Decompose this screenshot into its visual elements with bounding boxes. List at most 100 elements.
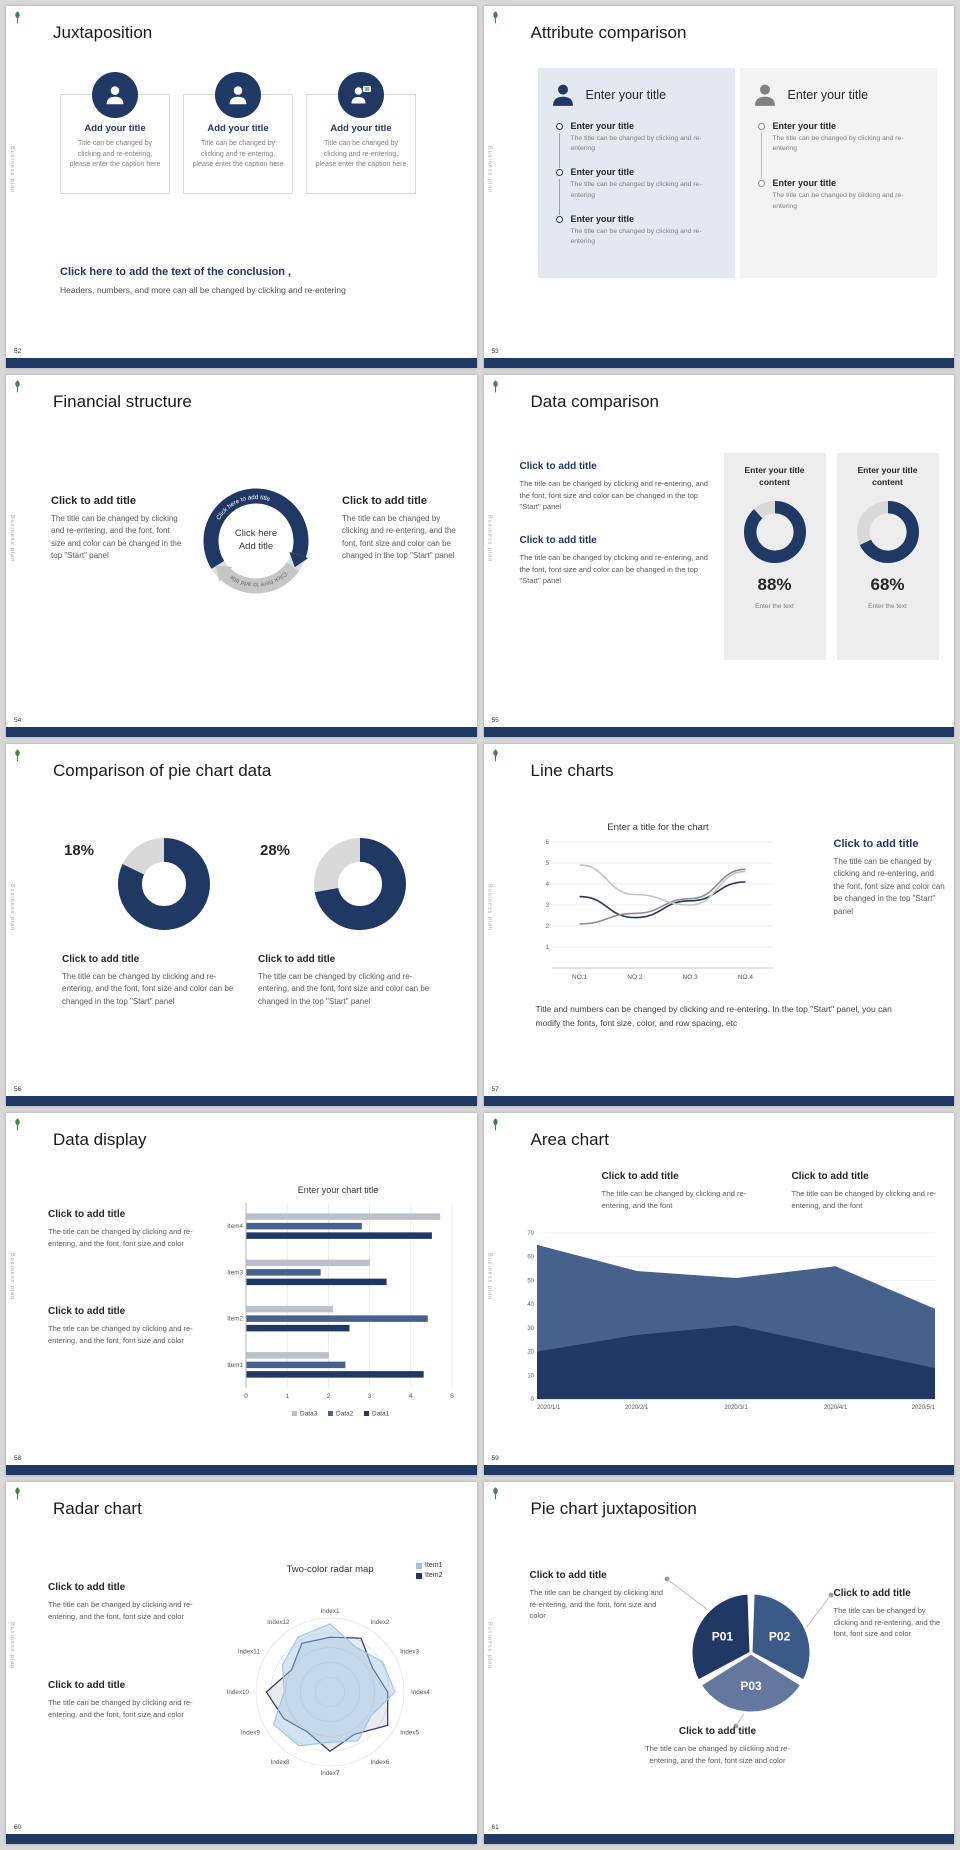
timeline-item-body: The title can be changed by clicking and… (570, 135, 702, 153)
svg-text:3: 3 (368, 1393, 372, 1400)
svg-text:Index7: Index7 (321, 1770, 340, 1777)
bottom-bar (483, 1465, 954, 1475)
donut-chart-88 (743, 500, 806, 563)
timeline-item: Enter your title The title can be change… (555, 167, 723, 216)
svg-text:P03: P03 (740, 1679, 762, 1693)
svg-text:60: 60 (527, 1255, 534, 1261)
svg-text:2020/1/1: 2020/1/1 (537, 1405, 561, 1411)
page-number: 53 (491, 348, 499, 355)
slide-title: Juxtaposition (53, 23, 153, 42)
block-body: The title can be changed by clicking and… (342, 514, 456, 561)
sidebar-vertical-text: Business plan (486, 884, 493, 932)
slide-59[interactable]: Business plan Area chart Click to add ti… (483, 1113, 954, 1475)
text-block: Click to add title The title can be chan… (520, 461, 712, 513)
slide-55[interactable]: Business plan Data comparison Click to a… (483, 375, 954, 737)
svg-text:Data2: Data2 (336, 1411, 354, 1418)
chart-title: Two-color radar map (286, 1564, 374, 1575)
slide-60[interactable]: Business plan Radar chart Click to add t… (6, 1482, 477, 1844)
svg-text:Index10: Index10 (227, 1689, 250, 1696)
page-number: 58 (14, 1455, 22, 1462)
slide-58[interactable]: Business plan Data display Click to add … (6, 1113, 477, 1475)
info-card[interactable]: Add your title Title can be changed by c… (306, 72, 416, 194)
donut-chart-18 (118, 838, 210, 930)
brand-logo-icon (491, 1487, 500, 1500)
slide-title: Financial structure (53, 392, 192, 411)
timeline-item: Enter your title The title can be change… (555, 213, 723, 260)
percent-value: 18% (64, 842, 95, 859)
text-block: Click to add title The title can be chan… (48, 1680, 206, 1720)
svg-text:0: 0 (244, 1393, 248, 1400)
panel-header: Enter your title (550, 82, 723, 108)
svg-text:NO.3: NO.3 (682, 974, 698, 981)
footer-note: Title and numbers can be changed by clic… (535, 1004, 892, 1029)
bottom-bar (6, 1096, 477, 1106)
svg-text:40: 40 (527, 1302, 534, 1308)
timeline-item-body: The title can be changed by clicking and… (772, 135, 904, 153)
brand-logo-icon (491, 1118, 500, 1131)
text-block-left: Click to add title The title can be chan… (51, 495, 183, 563)
page-number: 60 (14, 1824, 22, 1831)
block-body: The title can be changed by clicking and… (62, 972, 234, 1006)
sidebar-vertical-text: Business plan (9, 884, 15, 932)
text-block: Click to add title The title can be chan… (258, 954, 436, 1008)
timeline: Enter your title The title can be change… (757, 121, 925, 236)
svg-text:NO.4: NO.4 (737, 974, 753, 981)
block-title: Click to add title (519, 461, 597, 472)
block-body: The title can be changed by clicking and… (51, 514, 182, 561)
brand-logo-icon (491, 749, 500, 762)
bottom-bar (483, 1834, 954, 1844)
panel-caption: Enter the text (868, 602, 907, 610)
timeline-item-title: Enter your title (570, 213, 635, 224)
svg-text:Item2: Item2 (227, 1316, 243, 1323)
block-body: The title can be changed by clicking and… (519, 479, 708, 512)
slide-56[interactable]: Business plan Comparison of pie chart da… (6, 744, 477, 1106)
info-card[interactable]: Add your title Title can be changed by c… (60, 72, 170, 194)
timeline: Enter your title The title can be change… (555, 121, 723, 260)
svg-text:Index12: Index12 (267, 1619, 290, 1626)
page-number: 55 (491, 717, 499, 724)
brand-logo-icon (491, 380, 500, 393)
block-title: Click to add title (48, 1680, 126, 1691)
svg-text:2: 2 (327, 1393, 331, 1400)
timeline-item-title: Enter your title (772, 121, 837, 131)
comparison-panel-right[interactable]: Enter your title Enter your title The ti… (739, 68, 937, 278)
donut-panel[interactable]: Enter your title content 68% Enter the t… (836, 453, 939, 660)
brand-logo-icon (13, 1118, 22, 1131)
text-block: Click to add title The title can be chan… (792, 1171, 947, 1211)
sidebar-vertical-text: Business plan (486, 1622, 493, 1670)
donut-chart-28 (314, 838, 406, 930)
page-number: 52 (14, 348, 22, 355)
block-body: The title can be changed by clicking and… (645, 1744, 790, 1765)
slide-54[interactable]: Business plan Financial structure Click … (6, 375, 477, 737)
svg-text:6: 6 (545, 840, 549, 846)
chart-legend: Item1 Item2 (416, 1562, 443, 1582)
chart-title: Enter a title for the chart (607, 822, 709, 833)
donut-column: 18% Click to add title The title can be … (62, 836, 240, 1008)
text-blocks: Click to add title The title can be chan… (520, 461, 712, 609)
slide-title: Line charts (530, 761, 614, 780)
svg-text:Index3: Index3 (400, 1649, 419, 1656)
block-title: Click to add title (833, 1588, 911, 1599)
page-number: 54 (14, 717, 22, 724)
block-body: The title can be changed by clicking and… (833, 857, 945, 916)
text-block: Click to add title The title can be chan… (834, 838, 946, 918)
slide-61[interactable]: Business plan Pie chart juxtaposition P0… (483, 1482, 954, 1844)
card-body: Title can be changed by clicking and re-… (315, 140, 407, 168)
svg-text:30: 30 (527, 1326, 534, 1332)
slide-57[interactable]: Business plan Line charts Enter a title … (483, 744, 954, 1106)
block-title: Click to add title (833, 838, 919, 850)
donut-panel[interactable]: Enter your title content 88% Enter the t… (723, 453, 826, 660)
block-title: Click to add title (62, 954, 140, 965)
comparison-panel-left[interactable]: Enter your title Enter your title The ti… (537, 68, 735, 278)
svg-text:2020/3/1: 2020/3/1 (724, 1405, 748, 1411)
timeline-item-body: The title can be changed by clicking and… (772, 192, 904, 210)
percent-value: 68% (870, 574, 905, 594)
timeline-item-title: Enter your title (772, 178, 837, 189)
card-title: Add your title (330, 123, 392, 134)
page-number: 57 (491, 1086, 499, 1093)
timeline-item: Enter your title The title can be change… (757, 121, 925, 180)
block-title: Click to add title (791, 1171, 869, 1182)
slide-52[interactable]: Business plan Juxtaposition Add your tit… (6, 6, 477, 368)
info-card[interactable]: Add your title Title can be changed by c… (183, 72, 293, 194)
slide-53[interactable]: Business plan Attribute comparison Enter… (483, 6, 954, 368)
